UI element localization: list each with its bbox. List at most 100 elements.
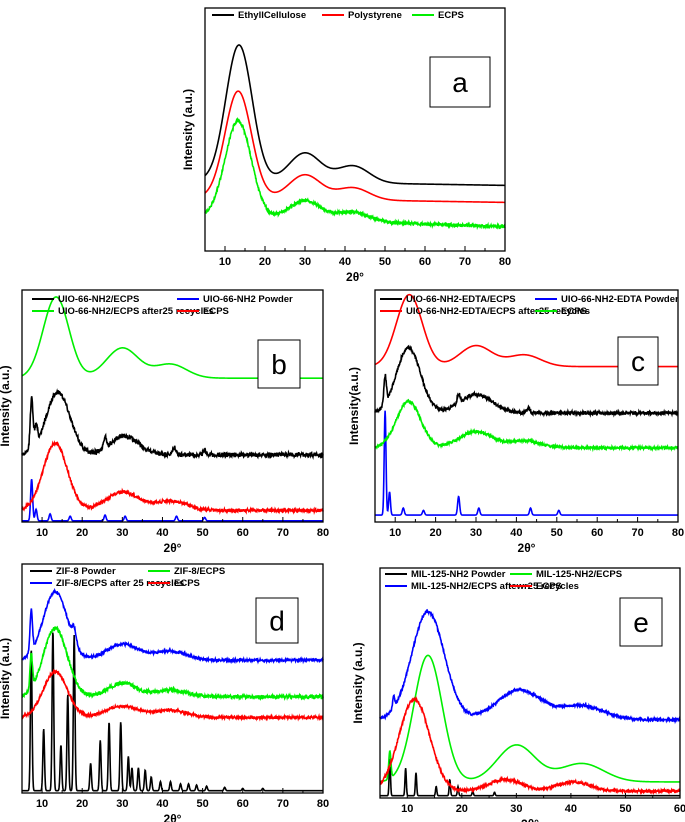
legend-entry: ECPS (438, 10, 464, 21)
panel-e: 10 20 30 40 50 60 2θ° Intensity (a.u.) MIL-125-N… (351, 567, 685, 822)
y-axis-label: Intensity (a.u.) (0, 638, 12, 719)
x-tick-label: 20 (76, 527, 88, 539)
x-tick-label: 20 (76, 798, 88, 810)
panel-label-box (617, 336, 659, 386)
legend-entry: ZIF-8 Powder (56, 566, 116, 577)
x-tick-label: 10 (219, 256, 231, 268)
plot-frame (379, 567, 681, 799)
x-tick-label: 70 (277, 527, 289, 539)
x-tick-label: 20 (429, 527, 441, 539)
panel-label: e (633, 607, 649, 638)
x-tick-label: 40 (565, 803, 577, 815)
legend-entry: ECPS (561, 306, 587, 317)
series-line-mil-125-nh2-powder (380, 757, 680, 797)
x-tick-label: 70 (459, 256, 471, 268)
x-tick-label: 60 (237, 798, 249, 810)
x-tick-label: 30 (116, 527, 128, 539)
x-tick-label: 20 (259, 256, 271, 268)
series-line-ecps (21, 668, 324, 722)
series-line-uio-66-nh2-edta-powder (375, 410, 678, 516)
legend-entry: UIO-66-NH2 Powder (203, 294, 293, 305)
x-tick-label: 80 (317, 527, 329, 539)
series-line-polystyrene (204, 90, 506, 204)
plot-frame (374, 289, 679, 523)
x-tick-label: 80 (499, 256, 511, 268)
panel-label: d (269, 606, 285, 637)
series-line-mil-125-nh2-ecps-aftewr25-recycles (379, 608, 681, 725)
plot-frame (204, 7, 506, 252)
legend-entry: MIL-125-NH2/ECPS aftewr25 recycles (411, 581, 579, 592)
legend-entry: ZIF-8/ECPS after 25 recycles (56, 578, 184, 589)
legend-entry: ECPS (536, 581, 562, 592)
x-axis-label: 2θ° (346, 270, 364, 284)
x-axis-label: 2θ° (164, 812, 182, 822)
series-line-uio-66-nh2-ecps (21, 388, 324, 461)
legend-entry: ECPS (203, 306, 229, 317)
legend-entry: UIO-66-NH2/ECPS after25 recycles (58, 306, 214, 317)
x-axis-label: 2θ° (164, 541, 182, 555)
plot-frame (21, 563, 324, 794)
x-tick-label: 80 (317, 798, 329, 810)
y-axis-label: Intensity(a.u.) (347, 367, 361, 445)
series-line-ecps (204, 116, 506, 231)
series-line-mil-125-nh2-ecps (379, 654, 680, 783)
legend-entry: ECPS (174, 578, 200, 589)
legend-entry: UIO-66-NH2-EDTA/ECPS (406, 294, 516, 305)
x-tick-label: 30 (299, 256, 311, 268)
x-tick-label: 20 (456, 803, 468, 815)
x-tick-label: 40 (510, 527, 522, 539)
panel-label-box (429, 56, 491, 108)
panel-d: 10 20 30 40 50 60 70 80 2θ° Intensity (a.u.) ZIF-8… (0, 563, 329, 822)
series-line-ecps (379, 695, 681, 796)
panel-label: c (631, 346, 645, 377)
panel-b: 10 20 30 40 50 60 70 80 2θ° Intensity (a.u.) UIO-6… (0, 289, 329, 555)
x-tick-label: 30 (470, 527, 482, 539)
x-tick-label: 50 (196, 527, 208, 539)
y-axis-label: Intensity (a.u.) (181, 89, 195, 170)
x-tick-label: 60 (237, 527, 249, 539)
x-tick-label: 50 (619, 803, 631, 815)
x-tick-label: 10 (389, 527, 401, 539)
legend-entry: MIL-125-NH2 Powder (411, 569, 506, 580)
panel-label: b (271, 349, 287, 380)
series-line-ecps (374, 398, 679, 453)
series-line-ecps (21, 440, 324, 516)
x-tick-label: 60 (674, 803, 685, 815)
panel-c: 10 20 30 40 50 60 70 80 2θ° Intensity(a.u.) UIO-66… (347, 289, 684, 555)
series-line-zif-8-ecps (21, 625, 324, 702)
x-tick-label: 30 (116, 798, 128, 810)
x-tick-label: 50 (551, 527, 563, 539)
series-line-uio-66-nh2-powder (22, 478, 323, 522)
x-tick-label: 10 (401, 803, 413, 815)
x-tick-label: 80 (672, 527, 684, 539)
series-line-zif-8-ecps-after-25-recycles (21, 587, 324, 665)
panel-a: 10 20 30 40 50 60 70 80 2θ° Intensity (a.u.) Ethyl… (181, 7, 511, 284)
panel-label: a (452, 67, 468, 98)
x-tick-label: 50 (196, 798, 208, 810)
x-tick-label: 70 (277, 798, 289, 810)
x-tick-label: 60 (419, 256, 431, 268)
x-tick-label: 40 (156, 527, 168, 539)
y-axis-label: Intensity (a.u.) (0, 365, 12, 446)
x-axis-label: 2θ° (518, 541, 536, 555)
x-tick-label: 10 (36, 798, 48, 810)
legend-entry: Polystyrene (348, 10, 402, 21)
series-line-uio-66-nh2-edta-ecps (374, 344, 679, 418)
x-tick-label: 30 (510, 803, 522, 815)
panel-label-box (257, 339, 301, 389)
x-tick-label: 50 (379, 256, 391, 268)
x-axis-label: 2θ° (521, 817, 539, 822)
plot-frame (21, 289, 324, 523)
x-tick-label: 60 (591, 527, 603, 539)
x-tick-label: 40 (339, 256, 351, 268)
y-axis-label: Intensity (a.u.) (351, 642, 365, 723)
x-tick-label: 70 (631, 527, 643, 539)
legend-entry: UIO-66-NH2-EDTA Powder (561, 294, 679, 305)
panel-label-box (255, 597, 299, 644)
legend-entry: UIO-66-NH2-EDTA/ECPS after25 recycles (406, 306, 590, 317)
series-line-zif-8-powder (22, 632, 323, 792)
panel-label-box (619, 597, 663, 647)
x-tick-label: 40 (156, 798, 168, 810)
legend-entry: EthyllCellulose (238, 10, 306, 21)
legend-entry: MIL-125-NH2/ECPS (536, 569, 622, 580)
